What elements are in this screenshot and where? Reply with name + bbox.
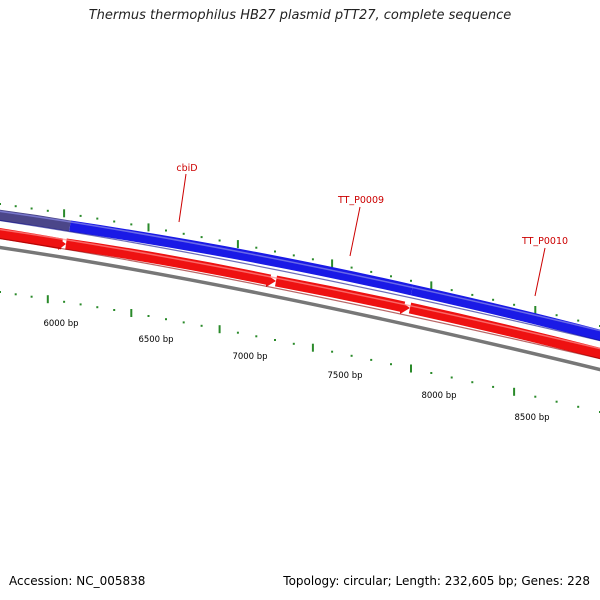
reverse-gene-1-arrowhead — [58, 238, 66, 250]
map-title: Thermus thermophilus HB27 plasmid pTT27,… — [88, 8, 512, 23]
reverse-gene-2[interactable] — [65, 238, 272, 286]
plasmid-backbone — [0, 245, 600, 372]
forward-gene-cbiD[interactable] — [69, 220, 414, 296]
reverse-gene-3-arrowhead — [400, 301, 410, 314]
gene-label-cbiD[interactable]: cbiD — [176, 163, 197, 174]
position-label-7000: 7000 bp — [232, 352, 267, 362]
position-label-6000: 6000 bp — [43, 319, 78, 329]
inner-tick-ring — [0, 291, 600, 413]
accession-text: Accession: NC_005838 — [9, 574, 146, 588]
TT_P0010-leader-line — [534, 247, 546, 297]
gene-label-TT_P0009[interactable]: TT_P0009 — [337, 195, 384, 206]
forward-strand-track — [0, 209, 600, 342]
reverse-strand-track — [0, 228, 600, 360]
reverse-gene-4[interactable] — [408, 302, 600, 360]
outer-tick-ring — [0, 203, 600, 327]
reverse-gene-2-arrowhead — [266, 274, 276, 287]
reverse-gene-3[interactable] — [274, 275, 406, 313]
cbiD-leader-line — [178, 173, 187, 223]
position-label-8000: 8000 bp — [421, 391, 456, 401]
TT_P0009-leader-line — [349, 206, 361, 257]
position-label-7500: 7500 bp — [327, 371, 362, 381]
reverse-gene-1[interactable] — [0, 228, 63, 250]
position-label-8500: 8500 bp — [514, 413, 549, 423]
forward-gene-TT_P0009[interactable] — [410, 284, 600, 342]
forward-gene-highlighted[interactable] — [0, 209, 71, 232]
position-label-6500: 6500 bp — [138, 335, 173, 345]
topology-summary: Topology: circular; Length: 232,605 bp; … — [283, 574, 590, 588]
gene-label-TT_P0010[interactable]: TT_P0010 — [521, 236, 568, 247]
